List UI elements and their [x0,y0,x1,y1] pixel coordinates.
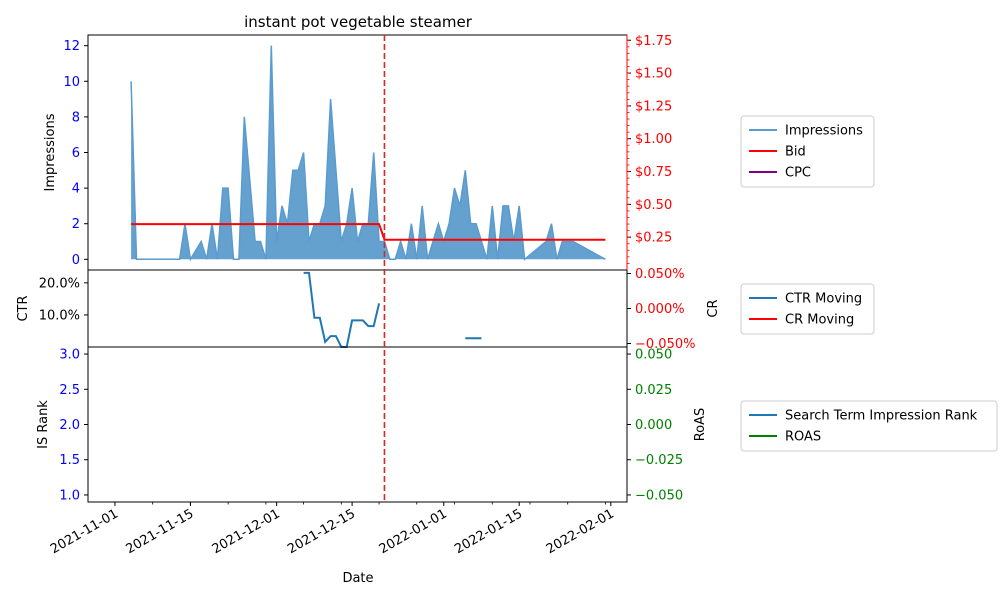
top-legend-label: Bid [785,145,806,160]
bid-line [131,223,606,241]
middle-legend-label: CR Moving [785,313,854,328]
middle-ytick-label-right: −0.050% [635,337,695,352]
middle-ytick-label-left: 10.0% [39,308,80,323]
cr-axis-label: CR [706,299,721,317]
ctr-axis-label: CTR [16,295,31,321]
middle-legend-box [740,283,875,335]
is-rank-axis-label: IS Rank [36,400,51,449]
top-ytick-label-left: 12 [63,39,80,54]
bottom-ytick-label-right: 0.025 [635,383,672,398]
bottom-legend-box [740,400,998,452]
impressions-line [130,45,606,262]
bottom-ytick-label-right: 0.000 [635,418,672,433]
top-ytick-label-right: $1.00 [635,132,672,147]
top-ytick-label-left: 2 [72,217,80,232]
top-ytick-label-left: 0 [72,253,80,268]
bottom-legend-label: ROAS [785,430,821,445]
roas-axis-label: RoAS [693,408,708,442]
top-ytick-label-left: 8 [72,110,80,125]
middle-ytick-label-left: 20.0% [39,276,80,291]
middle-ytick-label-right: 0.000% [635,302,685,317]
top-ytick-label-right: $0.25 [635,231,672,246]
bottom-ytick-label-right: −0.025 [635,453,683,468]
top-ytick-label-right: $1.25 [635,99,672,114]
bottom-ytick-label-right: −0.050 [635,488,683,503]
middle-legend-label: CTR Moving [785,292,862,307]
impressions-area [131,45,606,260]
bottom-ytick-label-left: 2.0 [59,418,80,433]
bottom-ytick-label-left: 3.0 [59,348,80,363]
bottom-ytick-label-left: 1.5 [59,453,80,468]
top-ytick-label-left: 4 [72,182,80,197]
x-axis-label: Date [342,571,373,586]
bottom-ytick-label-left: 2.5 [59,383,80,398]
middle-ytick-label-right: 0.050% [635,267,685,282]
bottom-ytick-label-left: 1.0 [59,488,80,503]
impressions-axis-label: Impressions [43,113,58,191]
bottom-legend-label: Search Term Impression Rank [785,409,978,424]
top-legend-label: CPC [785,166,811,181]
top-ytick-label-right: $0.75 [635,165,672,180]
chart-title: instant pot vegetable steamer [244,13,473,31]
top-ytick-label-right: $0.50 [635,198,672,213]
top-ytick-label-left: 10 [63,75,80,90]
top-ytick-label-right: $1.50 [635,67,672,82]
top-legend-box [740,115,875,188]
top-ytick-label-left: 6 [72,146,80,161]
top-legend-label: Impressions [785,124,863,139]
bottom-ytick-label-right: 0.050 [635,348,672,363]
top-ytick-label-right: $1.75 [635,34,672,49]
